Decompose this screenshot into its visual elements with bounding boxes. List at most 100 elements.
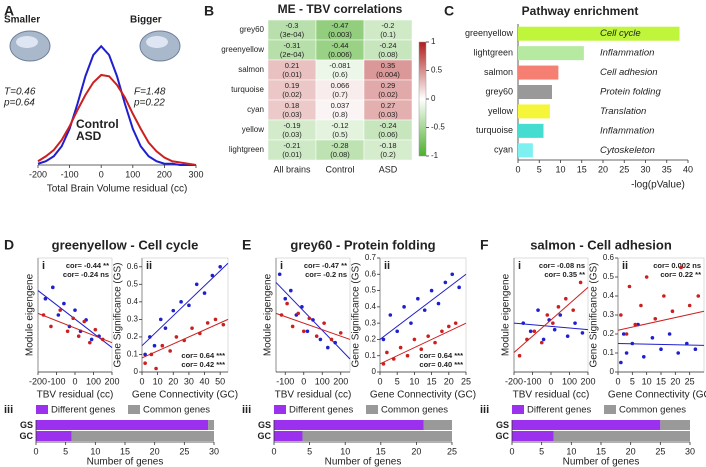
bar xyxy=(518,85,552,99)
point xyxy=(545,313,550,317)
sublabel: ii xyxy=(146,260,152,272)
y-tick-label: 0.5 xyxy=(365,286,377,295)
correlation-label: cor= 0.64 *** xyxy=(181,351,225,360)
x-tick-label: 10 xyxy=(153,376,163,386)
category-label: lightgreen xyxy=(473,48,513,58)
point xyxy=(76,334,81,338)
point xyxy=(56,313,61,317)
point xyxy=(450,272,455,277)
point xyxy=(532,329,537,334)
row-label: grey60 xyxy=(240,25,265,34)
annotation: Inflammation xyxy=(600,125,654,136)
point xyxy=(552,327,557,332)
point xyxy=(322,321,326,325)
x-tick-label: 30 xyxy=(209,446,219,456)
colorbar-tick-label: 0.5 xyxy=(431,66,443,75)
y-axis-label: Gene Significance (GS) xyxy=(351,262,362,367)
y-axis-label: Module eigengene xyxy=(25,273,36,356)
point xyxy=(89,337,94,342)
panel-label: F xyxy=(480,237,489,253)
correlation-label: cor= -0.44 ** xyxy=(66,261,109,270)
x-tick-label: 0 xyxy=(515,164,520,174)
row-label: salmon xyxy=(238,65,264,74)
column-label: All brains xyxy=(273,164,311,174)
y-tick-label: 0.5 xyxy=(603,272,615,281)
x-tick-label: 15 xyxy=(656,376,666,386)
cell-value: -0.2 xyxy=(382,21,395,30)
point xyxy=(662,294,666,298)
cell-value: 0.35 xyxy=(381,61,396,70)
x-axis-label: Number of genes xyxy=(325,457,402,467)
x-tick-label: -100 xyxy=(47,376,65,386)
sublabel: iii xyxy=(242,404,251,416)
y-tick-label: 0 xyxy=(372,367,377,376)
x-tick-label: 5 xyxy=(537,164,542,174)
y-tick-label: 0.4 xyxy=(365,302,377,311)
legend-label: ASD xyxy=(76,129,102,143)
fit-line xyxy=(275,312,351,340)
point xyxy=(670,309,675,314)
bar-segment xyxy=(36,431,72,441)
x-tick-label: 0 xyxy=(509,446,514,456)
point xyxy=(679,265,683,270)
cell-p-value: (2e-04) xyxy=(280,50,305,59)
point xyxy=(307,316,312,321)
point xyxy=(644,275,649,279)
annotation: F=1.48 xyxy=(134,87,166,98)
x-tick-label: 10 xyxy=(90,446,100,456)
point xyxy=(73,308,77,312)
x-tick-label: 200 xyxy=(333,376,348,386)
fit-line xyxy=(275,282,351,360)
cell-value: -0.21 xyxy=(283,141,300,150)
sublabel: iii xyxy=(4,404,13,416)
bar xyxy=(518,143,533,158)
bar-segment xyxy=(274,431,303,441)
cell-value: 0.29 xyxy=(381,81,396,90)
x-tick-label: 35 xyxy=(662,164,672,174)
panel-title: grey60 - Protein folding xyxy=(290,237,435,252)
fit-line xyxy=(379,322,467,365)
point xyxy=(693,347,698,352)
y-tick-label: 0.1 xyxy=(127,350,139,359)
point xyxy=(205,321,210,325)
x-tick-label: 100 xyxy=(86,376,101,386)
point xyxy=(685,341,689,346)
point xyxy=(653,317,658,321)
x-axis-label: Number of genes xyxy=(563,457,640,467)
point xyxy=(301,329,306,334)
point xyxy=(65,329,70,334)
correlation-label: cor= -0.47 ** xyxy=(304,261,347,270)
fit-line xyxy=(617,343,705,346)
category-label: cyan xyxy=(494,145,513,155)
point xyxy=(426,334,430,338)
x-tick-label: 30 xyxy=(640,164,650,174)
point xyxy=(174,335,179,339)
point xyxy=(440,329,444,334)
x-tick-label: 20 xyxy=(150,446,160,456)
point xyxy=(429,288,434,293)
cell-value: -0.24 xyxy=(379,121,396,130)
point xyxy=(296,311,301,316)
cell-p-value: (0.03) xyxy=(282,110,302,119)
cell-value: -0.081 xyxy=(329,61,350,70)
x-axis-label: TBV residual (cc) xyxy=(37,390,114,401)
sublabel: iii xyxy=(480,404,489,416)
point xyxy=(642,355,646,359)
point xyxy=(573,321,577,325)
y-tick-label: 0.6 xyxy=(127,262,139,271)
point xyxy=(624,332,629,336)
x-tick-label: 0 xyxy=(72,376,77,386)
x-tick-label: 25 xyxy=(447,446,457,456)
correlation-label: cor= 0.64 *** xyxy=(419,351,463,360)
y-tick-label: 0 xyxy=(610,367,615,376)
point xyxy=(305,329,310,334)
annotation: Cell adhesion xyxy=(600,67,658,78)
point xyxy=(58,308,62,312)
point xyxy=(43,296,48,301)
point xyxy=(402,305,406,309)
x-tick-label: 5 xyxy=(307,446,312,456)
x-axis-label: Gene Connectivity (GC) xyxy=(132,390,238,401)
point xyxy=(619,360,623,365)
point xyxy=(218,264,222,269)
